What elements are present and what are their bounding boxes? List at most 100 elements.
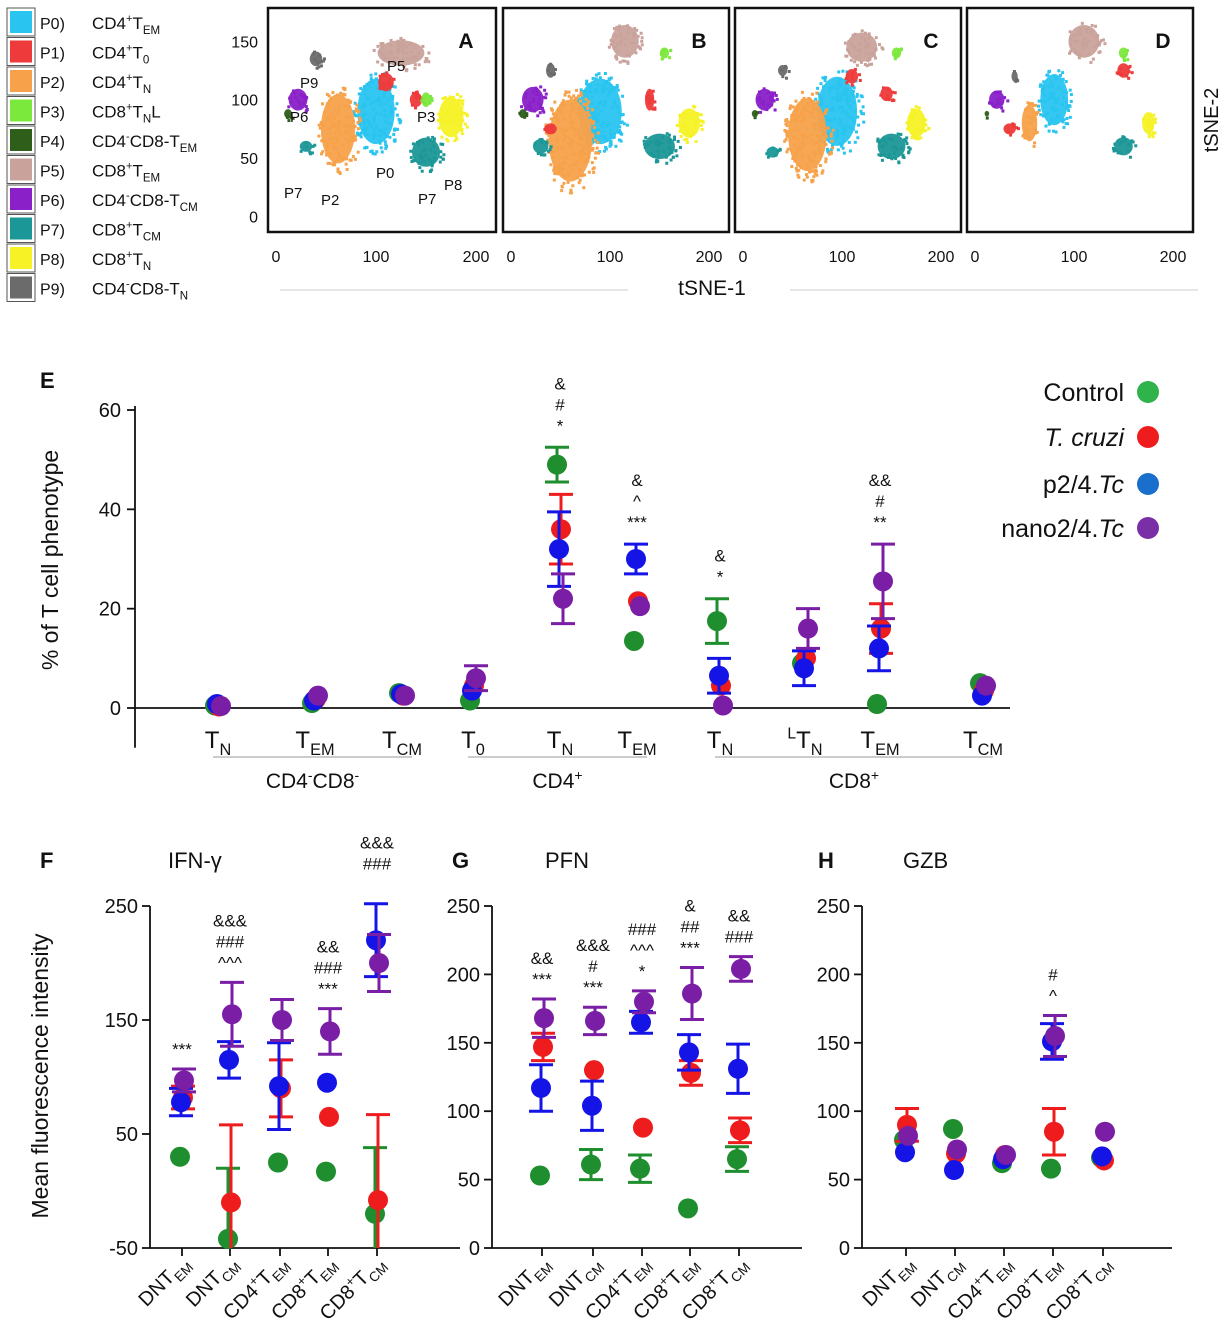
data-point <box>944 1160 964 1181</box>
tsne-cell <box>460 110 464 114</box>
tsne-cell <box>1040 99 1044 103</box>
tsne-cell <box>422 95 426 99</box>
significance-mark: *** <box>172 1040 192 1059</box>
tsne-cell <box>620 120 624 124</box>
tsne-cell <box>896 132 900 136</box>
tsne-cell <box>840 105 844 109</box>
tsne-cell <box>289 115 293 119</box>
tsne-cell <box>575 141 579 145</box>
tsne-cell <box>823 112 827 116</box>
tsne-cell <box>365 126 369 130</box>
legend-population-label: CD8+TNL <box>92 102 161 126</box>
significance-mark: * <box>717 568 724 587</box>
tsne-cell <box>819 101 823 105</box>
tsne-cell <box>593 117 597 121</box>
tsne-cell <box>321 59 325 63</box>
tsne-cell <box>311 144 315 148</box>
tsne-cell <box>903 138 907 142</box>
tsne-cell <box>335 93 339 97</box>
tsne-cell <box>579 125 583 129</box>
tsne-cell <box>862 120 866 124</box>
y-tick-label: 100 <box>817 1101 850 1123</box>
tsne-cell <box>317 134 321 138</box>
tsne-cell <box>569 112 573 116</box>
tsne-cell <box>820 171 824 175</box>
tsne-cell <box>845 81 849 85</box>
tsne-cluster-label: P5 <box>387 58 405 75</box>
tsne-cell <box>1131 140 1135 144</box>
legend-population-label: CD4+TEM <box>92 13 160 37</box>
tsne-cell <box>381 42 385 46</box>
tsne-cell <box>555 113 559 117</box>
tsne-cell <box>397 44 401 48</box>
tsne-cell <box>807 110 811 114</box>
tsne-cell <box>340 142 344 146</box>
tsne-cell <box>417 51 421 55</box>
tsne-cell <box>1044 113 1048 117</box>
tsne-cell <box>339 119 343 123</box>
tsne-cell <box>460 106 464 110</box>
tsne-cell <box>571 140 575 144</box>
tsne-cell <box>789 104 793 108</box>
tsne-cell <box>1061 120 1065 124</box>
tsne-cell <box>826 150 830 154</box>
tsne-cell <box>773 108 777 112</box>
tsne-cell <box>382 95 386 99</box>
tsne-cell <box>1025 131 1029 135</box>
tsne-cell <box>844 54 848 58</box>
significance-mark: && <box>869 471 892 490</box>
tsne-cell <box>855 92 859 96</box>
tsne-cell <box>345 125 349 129</box>
tsne-cell <box>805 126 809 130</box>
tsne-cell <box>362 122 366 126</box>
tsne-cell <box>563 155 567 159</box>
tsne-cell <box>392 77 396 81</box>
tsne-cell <box>555 139 559 143</box>
tsne-cell <box>346 115 350 119</box>
tsne-cell <box>299 93 303 97</box>
tsne-cell <box>606 137 610 141</box>
tsne-cell <box>606 93 610 97</box>
tsne-cell <box>590 148 594 152</box>
tsne-cell <box>588 84 592 88</box>
tsne-cell <box>546 138 550 142</box>
tsne-cell <box>596 131 600 135</box>
tsne-cell <box>335 158 339 162</box>
data-point <box>1095 1121 1115 1142</box>
tsne-cell <box>444 131 448 135</box>
tsne-cell <box>841 92 845 96</box>
data-point <box>798 618 818 639</box>
tsne-cell <box>356 133 360 137</box>
tsne-cell <box>1130 71 1134 75</box>
tsne-cell <box>810 132 814 136</box>
tsne-cell <box>312 50 316 54</box>
tsne-cell <box>1021 134 1025 138</box>
tsne-cell <box>459 113 463 117</box>
tsne-cell <box>386 82 390 86</box>
tsne-cell <box>633 27 637 31</box>
tsne-cell <box>796 173 800 177</box>
tsne-cell <box>539 85 543 89</box>
tsne-cell <box>535 90 539 94</box>
tsne-cell <box>785 150 789 154</box>
tsne-cell <box>596 141 600 145</box>
data-point <box>533 1036 553 1057</box>
tsne-cell <box>582 158 586 162</box>
tsne-cell <box>569 188 573 192</box>
tsne-cell <box>616 105 620 109</box>
tsne-cell <box>1042 84 1046 88</box>
tsne-cell <box>383 127 387 131</box>
tsne-cell <box>630 41 634 45</box>
tsne-cell <box>583 89 587 93</box>
tsne-cluster-label: P6 <box>290 109 308 126</box>
tsne-cell <box>355 131 359 135</box>
tsne-cell <box>561 132 565 136</box>
tsne-cell <box>887 137 891 141</box>
tsne-cell <box>623 59 627 63</box>
tsne-cell <box>553 116 557 120</box>
tsne-cell <box>1079 27 1083 31</box>
tsne-cell <box>1152 113 1156 117</box>
tsne-cell <box>383 132 387 136</box>
tsne-cell <box>774 153 778 157</box>
